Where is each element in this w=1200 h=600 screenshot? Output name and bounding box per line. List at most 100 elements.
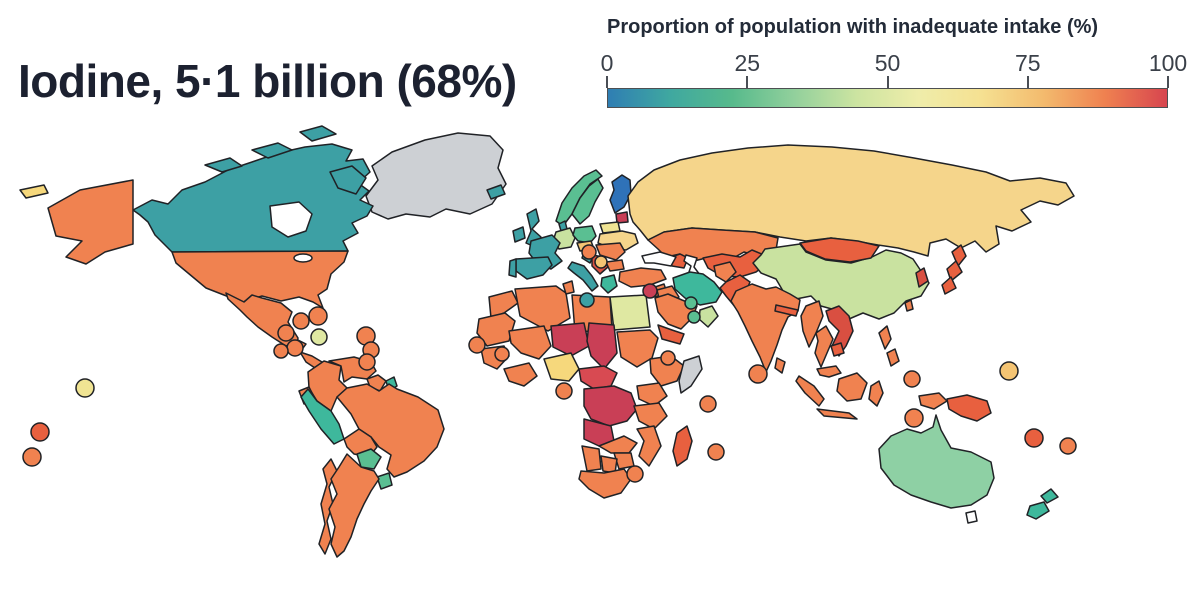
region-india	[730, 283, 801, 373]
island-austria-slovenia	[594, 255, 608, 269]
island-israel	[642, 283, 658, 299]
island-costa-rica	[273, 343, 289, 359]
tick-label-25: 25	[734, 50, 761, 76]
region-algeria	[514, 285, 571, 332]
region-new-zealand-north	[1040, 488, 1059, 504]
region-mali	[508, 325, 552, 360]
region-peru	[300, 388, 345, 445]
region-sulawesi	[868, 380, 884, 407]
sea-great-lakes	[293, 253, 313, 263]
region-thailand	[814, 325, 834, 368]
region-borneo	[836, 372, 868, 402]
region-paraguay	[356, 448, 382, 470]
region-sri-lanka	[774, 357, 786, 374]
region-alaska	[47, 179, 134, 265]
region-iran	[672, 271, 723, 306]
region-argentina	[328, 453, 380, 558]
region-uk	[525, 208, 542, 248]
region-chad	[586, 322, 618, 370]
region-greece	[600, 274, 618, 294]
region-poland	[572, 225, 597, 244]
island-malta	[579, 292, 595, 308]
region-kenya-uganda	[636, 382, 668, 407]
island-comoros	[699, 395, 717, 413]
region-iceland	[486, 184, 506, 200]
island-fiji	[1059, 437, 1077, 455]
region-italy	[567, 261, 599, 292]
island-mauritius	[707, 443, 725, 461]
region-canada-arctic-island-3	[299, 125, 337, 142]
region-canada	[132, 143, 374, 253]
island-french-polynesia	[75, 378, 95, 398]
island-djibouti	[660, 350, 676, 366]
region-japan-south	[941, 276, 957, 295]
region-zambia	[598, 435, 638, 454]
island-kuwait	[684, 296, 698, 310]
island-el-salvador	[277, 324, 295, 342]
region-canada-arctic-island-1	[204, 157, 243, 173]
island-samoa	[30, 422, 50, 442]
region-nigeria	[543, 352, 580, 382]
region-west-papua	[918, 392, 948, 410]
region-portugal	[508, 258, 517, 278]
island-switzerland	[581, 244, 597, 260]
region-egypt	[609, 294, 651, 331]
region-baltics	[615, 211, 629, 224]
region-japan-main	[946, 260, 963, 282]
region-spain	[515, 256, 553, 280]
region-mongolia	[799, 237, 880, 263]
tick-label-100: 100	[1148, 50, 1188, 76]
legend-gradient-bar	[607, 88, 1168, 108]
island-jamaica	[310, 328, 328, 346]
region-nepal	[774, 304, 799, 317]
island-maldives	[748, 364, 768, 384]
region-somalia	[678, 355, 703, 394]
region-south-africa	[578, 468, 632, 499]
region-canada-baffin	[329, 165, 367, 195]
region-ireland	[512, 226, 526, 243]
island-nicaragua	[286, 339, 304, 357]
island-timor-leste	[904, 408, 924, 428]
tick-label-75: 75	[1014, 50, 1041, 76]
region-taiwan	[904, 299, 914, 312]
island-antilles-3	[358, 353, 376, 371]
region-oman-uae	[698, 305, 719, 328]
region-yemen	[657, 324, 685, 345]
region-namibia	[581, 445, 602, 472]
region-canada-arctic-island-2	[251, 142, 293, 159]
island-gambia	[494, 346, 510, 362]
tick-label-0: 0	[600, 50, 614, 76]
region-philippines-luzon	[878, 325, 892, 350]
island-tonga	[22, 447, 42, 467]
region-tasmania	[965, 510, 978, 524]
region-java	[816, 408, 858, 420]
sea-hudson-bay	[269, 201, 313, 238]
island-lesotho	[626, 465, 644, 483]
region-norway	[555, 169, 603, 227]
region-niger	[550, 322, 590, 357]
island-sao-tome	[555, 382, 573, 400]
region-new-zealand-south	[1026, 501, 1050, 520]
region-sweden	[571, 178, 604, 225]
island-haiti	[292, 312, 310, 330]
island-cape-verde	[468, 336, 486, 354]
map-title: Iodine, 5·1 billion (68%)	[18, 55, 517, 107]
region-usa	[171, 250, 349, 313]
colorbar-tick-marks	[606, 76, 1169, 88]
region-korea	[915, 267, 929, 288]
colorbar-tick-labels: 0 25 50 75 100	[601, 50, 1188, 76]
region-mozambique	[636, 425, 662, 467]
region-cote-divoire-ghana	[503, 362, 538, 387]
region-philippines-mindanao	[886, 348, 900, 367]
tick-label-50: 50	[874, 50, 901, 76]
region-papua-new-guinea	[946, 394, 992, 422]
region-myanmar	[800, 300, 824, 348]
region-bulgaria	[605, 259, 625, 272]
region-tunisia	[562, 280, 575, 295]
region-hawaii	[19, 184, 49, 199]
region-sumatra	[795, 375, 825, 407]
island-micronesia	[999, 361, 1019, 381]
colorbar-title: Proportion of population with inadequate…	[607, 16, 1099, 38]
